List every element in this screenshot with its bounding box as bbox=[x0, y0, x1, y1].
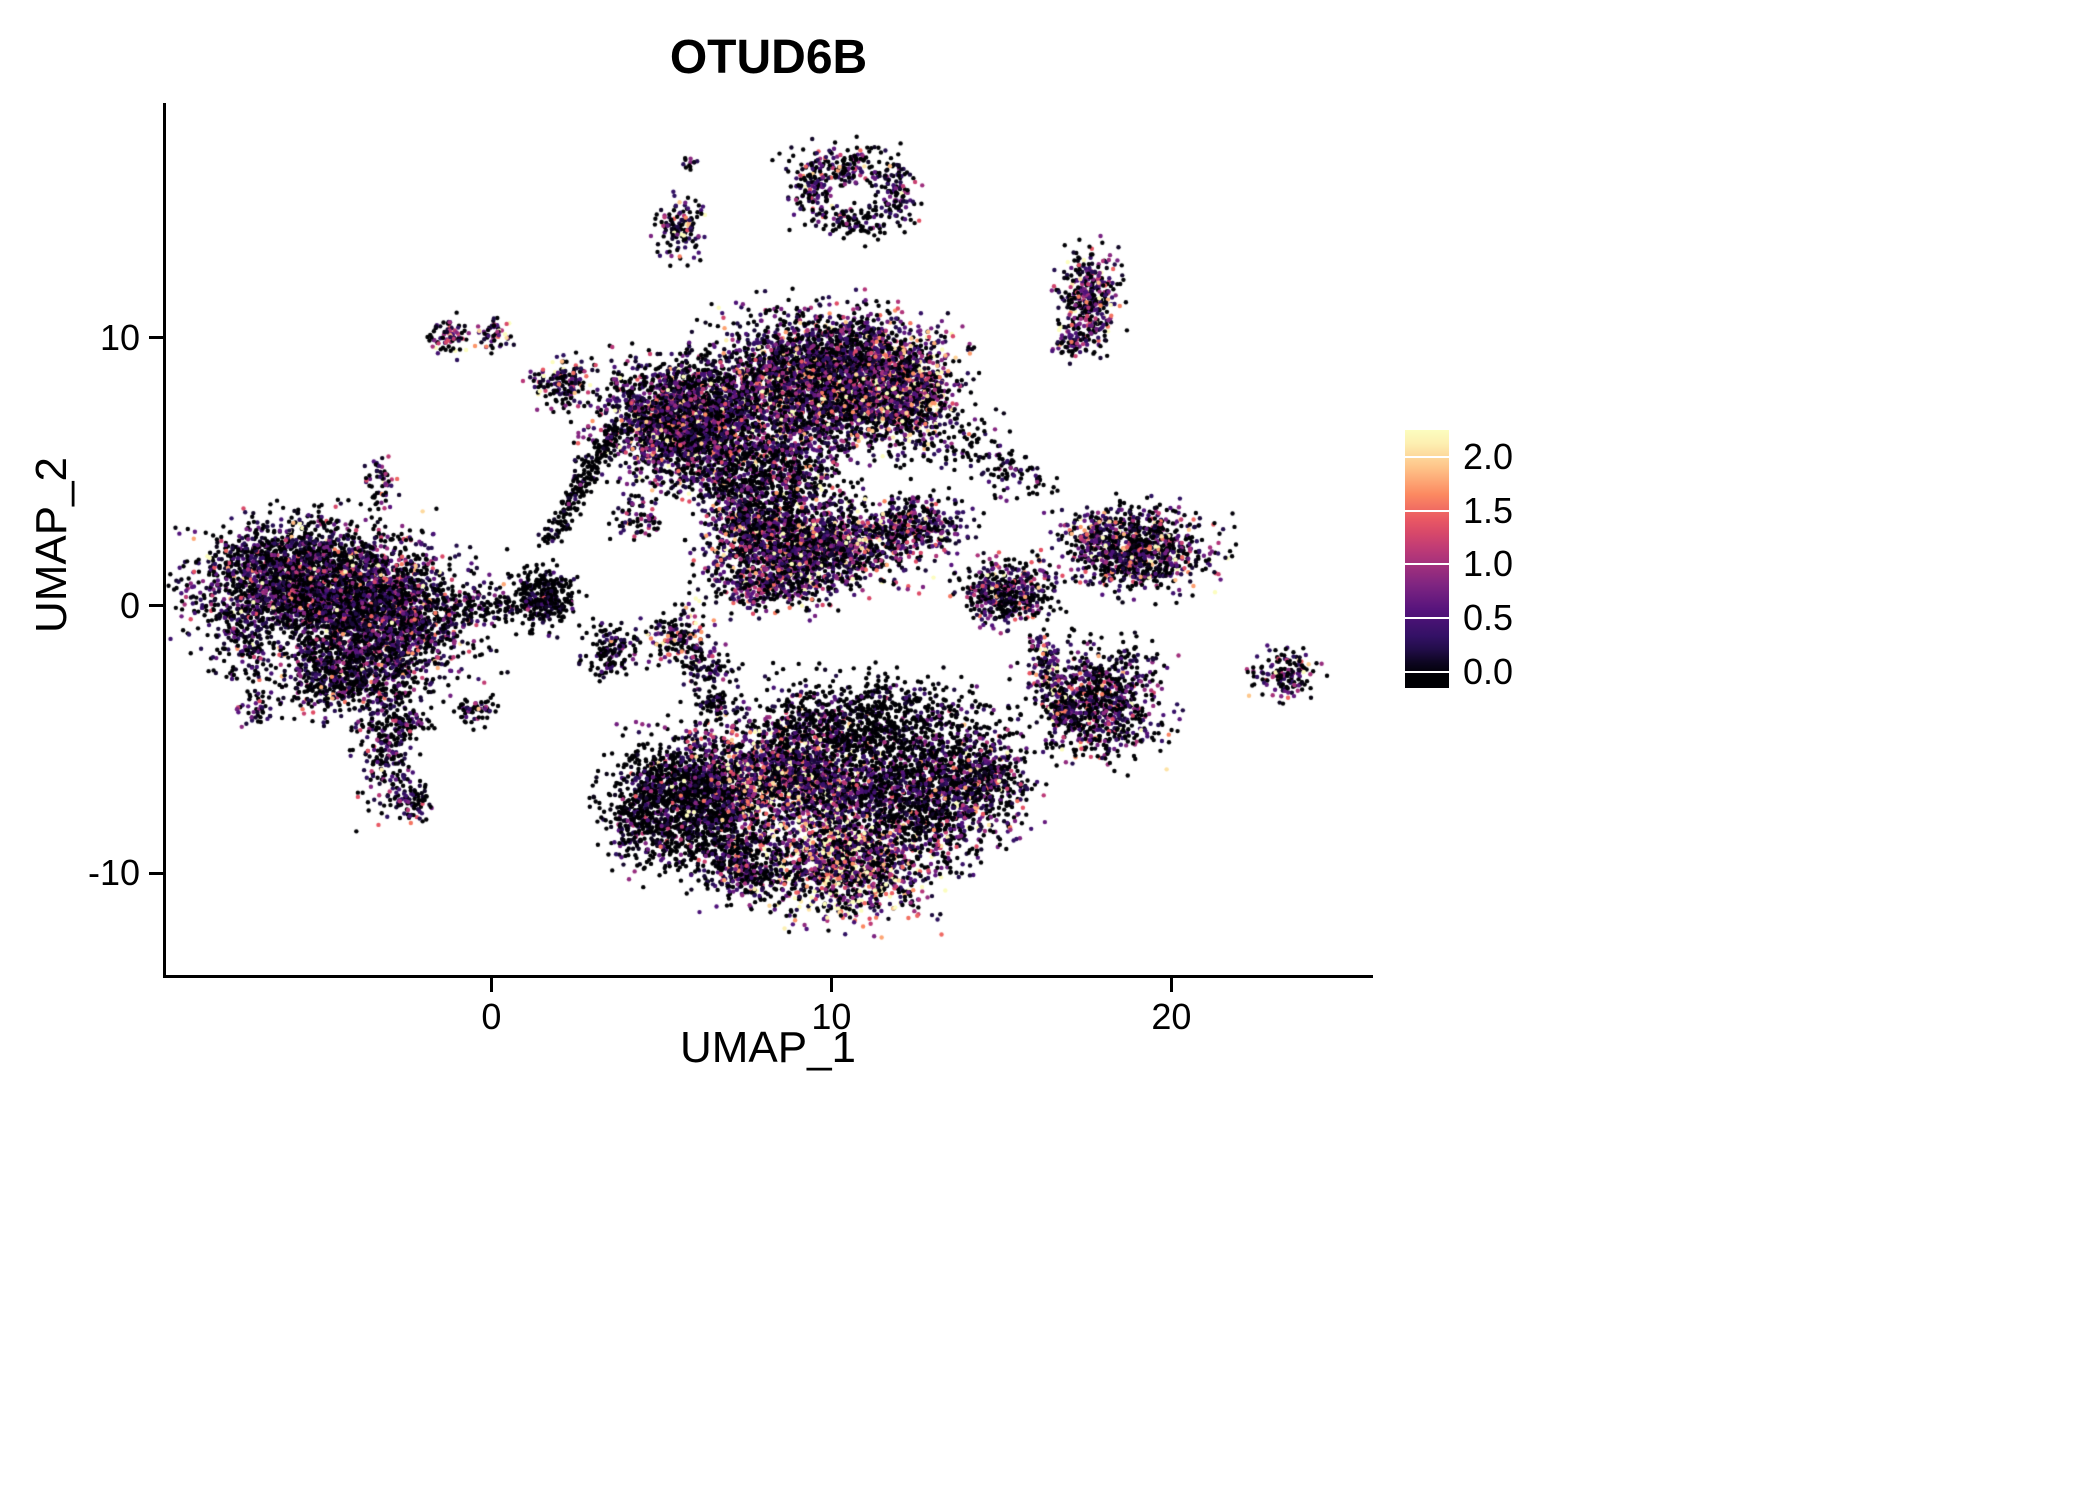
x-axis-line bbox=[163, 975, 1373, 978]
x-tick-mark bbox=[489, 978, 493, 992]
colorbar-tick-mark bbox=[1405, 455, 1449, 458]
y-tick-label: 0 bbox=[119, 584, 140, 626]
expression-colorbar bbox=[1405, 430, 1449, 688]
colorbar-gradient bbox=[1405, 430, 1449, 688]
colorbar-tick-mark bbox=[1405, 509, 1449, 512]
chart-title: OTUD6B bbox=[669, 31, 868, 84]
x-tick-mark bbox=[829, 978, 833, 992]
colorbar-tick-label: 0.5 bbox=[1463, 597, 1514, 639]
y-axis-title: UMAP_2 bbox=[27, 456, 76, 634]
x-tick-label: 0 bbox=[481, 996, 502, 1037]
colorbar-tick-mark bbox=[1405, 670, 1449, 673]
colorbar-tick-label: 1.0 bbox=[1463, 543, 1514, 585]
y-axis-line bbox=[163, 103, 166, 978]
colorbar-tick-mark bbox=[1405, 563, 1449, 566]
colorbar-tick-label: 2.0 bbox=[1463, 435, 1514, 477]
y-tick-mark bbox=[149, 336, 163, 340]
colorbar-tick-label: 0.0 bbox=[1463, 650, 1514, 692]
colorbar-tick-label: 1.5 bbox=[1463, 489, 1514, 531]
y-tick-label: -10 bbox=[87, 852, 140, 894]
x-tick-label: 20 bbox=[1151, 996, 1192, 1037]
x-tick-mark bbox=[1169, 978, 1173, 992]
y-tick-mark bbox=[149, 604, 163, 608]
y-tick-label: 10 bbox=[99, 316, 140, 358]
y-tick-mark bbox=[149, 871, 163, 875]
x-tick-label: 10 bbox=[811, 996, 852, 1037]
colorbar-tick-mark bbox=[1405, 617, 1449, 620]
x-axis-title: UMAP_1 bbox=[679, 1023, 857, 1072]
